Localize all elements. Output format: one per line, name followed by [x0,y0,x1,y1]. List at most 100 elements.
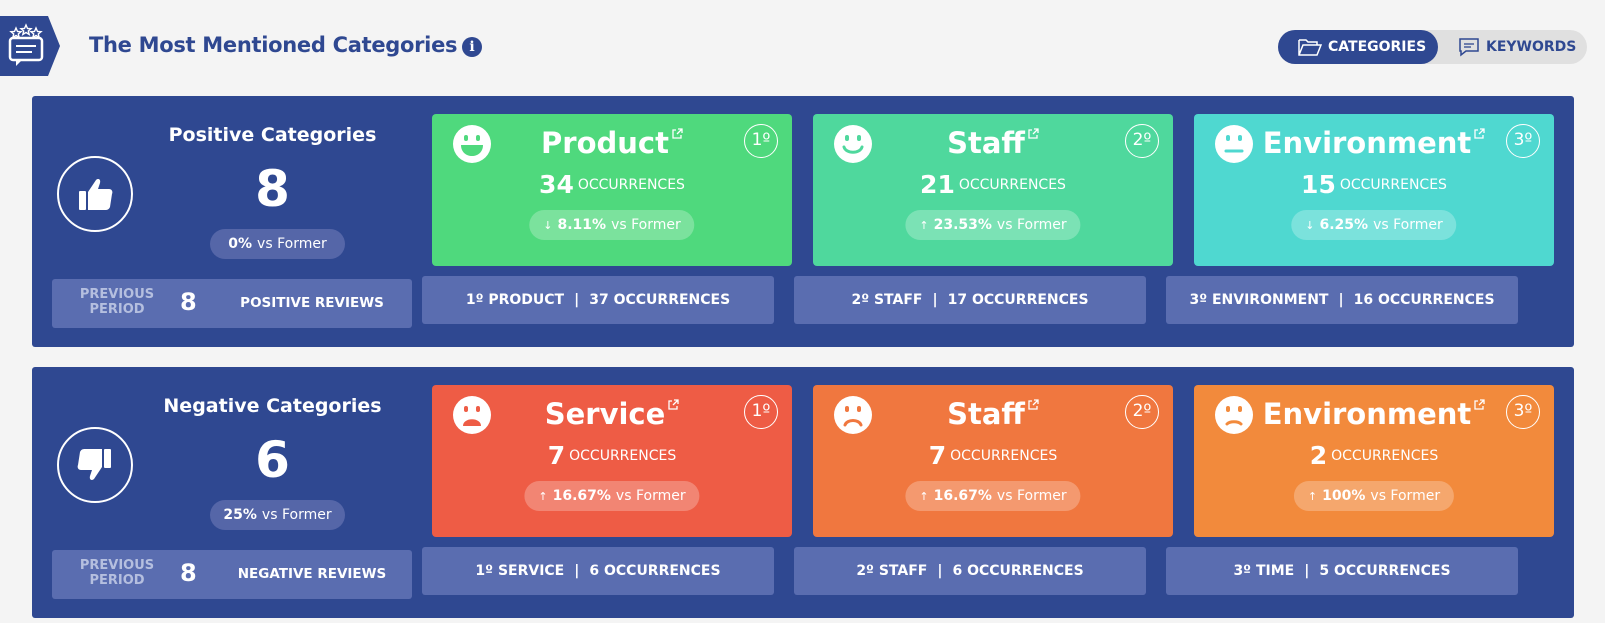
occurrences: 15 OCCURRENCES [1194,170,1554,199]
positive-categories-panel: Positive Categories 8 0% vs Former PREVI… [32,96,1574,347]
positive-change-suffix: vs Former [257,236,327,252]
occurrences-label: OCCURRENCES [1331,447,1439,464]
delta-badge: ↑ 23.53% vs Former [905,210,1081,240]
delta-badge: ↑ 16.67% vs Former [905,481,1081,511]
rank-badge: 1º [744,124,778,158]
category-name: Staff [947,397,1025,431]
category-card-staff[interactable]: Staff 2º 7 OCCURRENCES ↑ 16.67% vs Former [813,385,1173,537]
negative-change-value: 25% [223,507,257,523]
external-link-icon[interactable] [1027,399,1039,411]
occurrences-count: 7 [547,441,566,470]
delta-suffix: vs Former [615,488,686,504]
external-link-icon[interactable] [667,399,679,411]
delta-suffix: vs Former [996,217,1067,233]
occurrences-count: 2 [1309,441,1328,470]
rank-badge: 1º [744,395,778,429]
categories-toggle-label: CATEGORIES [1328,39,1427,55]
slight-frown-icon [1215,396,1253,434]
delta-suffix: vs Former [1370,488,1441,504]
page-header: The Most Mentioned Categories i CATEGORI… [0,16,1605,76]
delta-value: 23.53% [933,217,992,233]
previous-rank-service: 1º SERVICE | 6 OCCURRENCES [422,547,774,595]
rank-badge: 2º [1125,124,1159,158]
page-title: The Most Mentioned Categories [89,33,458,57]
external-link-icon[interactable] [1027,128,1039,140]
category-name: Product [541,126,669,160]
grin-icon [453,125,491,163]
occurrences-label: OCCURRENCES [950,447,1058,464]
delta-badge: ↑ 16.67% vs Former [524,481,700,511]
occurrences: 7 OCCURRENCES [813,441,1173,470]
previous-period-label: PREVIOUS PERIOD [79,558,155,588]
categories-toggle-button[interactable]: CATEGORIES [1278,30,1438,64]
sad-face-icon [834,396,872,434]
negative-summary-title: Negative Categories [163,395,382,417]
occurrences-label: OCCURRENCES [577,176,685,193]
arrow-up-icon: ↑ [919,218,929,232]
negative-summary-count: 6 [255,431,290,489]
previous-rank-time: 3º TIME | 5 OCCURRENCES [1166,547,1518,595]
negative-change-suffix: vs Former [261,507,332,523]
previous-rank-staff: 2º STAFF | 6 OCCURRENCES [794,547,1146,595]
delta-badge: ↓ 8.11% vs Former [529,210,695,240]
occurrences-count: 34 [539,170,574,199]
category-card-staff[interactable]: Staff 2º 21 OCCURRENCES ↑ 23.53% vs Former [813,114,1173,266]
previous-rank-environment: 3º ENVIRONMENT | 16 OCCURRENCES [1166,276,1518,324]
external-link-icon[interactable] [671,128,683,140]
external-link-icon[interactable] [1473,128,1485,140]
category-name: Service [544,397,666,431]
previous-period-value: 8 [180,559,197,587]
category-card-environment[interactable]: Environment 3º 15 OCCURRENCES ↓ 6.25% vs Fo… [1194,114,1554,266]
occurrences-count: 7 [928,441,947,470]
arrow-up-icon: ↑ [1307,489,1318,503]
occurrences-label: OCCURRENCES [1339,176,1447,193]
negative-previous-period: PREVIOUS PERIOD 8 NEGATIVE REVIEWS [52,550,412,599]
previous-period-label: PREVIOUS PERIOD [79,287,155,317]
occurrences-label: OCCURRENCES [958,176,1066,193]
occurrences: 2 OCCURRENCES [1194,441,1554,470]
positive-summary-count: 8 [255,160,290,218]
info-icon[interactable]: i [462,37,482,57]
positive-change-value: 0% [228,236,253,252]
comment-icon [1459,38,1479,57]
delta-value: 6.25% [1319,217,1369,233]
category-card-service[interactable]: Service 1º 7 OCCURRENCES ↑ 16.67% vs Former [432,385,792,537]
delta-value: 8.11% [557,217,607,233]
arrow-up-icon: ↑ [538,489,548,503]
delta-badge: ↑ 100% vs Former [1293,481,1455,511]
category-name: Environment [1262,126,1472,160]
category-name: Environment [1262,397,1472,431]
occurrences: 7 OCCURRENCES [432,441,792,470]
keywords-toggle-button[interactable]: KEYWORDS [1450,30,1587,64]
thumbs-down-icon [57,427,133,503]
negative-change-badge: 25% vs Former [210,500,345,530]
rank-badge: 2º [1125,395,1159,429]
previous-rank-staff: 2º STAFF | 17 OCCURRENCES [794,276,1146,324]
neutral-face-icon [1215,125,1253,163]
rank-badge: 3º [1506,124,1540,158]
review-stars-icon [0,16,60,76]
delta-badge: ↓ 6.25% vs Former [1291,210,1457,240]
delta-suffix: vs Former [1373,217,1443,233]
occurrences-count: 15 [1301,170,1336,199]
arrow-up-icon: ↑ [919,489,929,503]
occurrences-count: 21 [920,170,955,199]
folder-icon [1298,39,1322,56]
external-link-icon[interactable] [1473,399,1485,411]
smile-icon [834,125,872,163]
category-name: Staff [947,126,1025,160]
occurrences: 34 OCCURRENCES [432,170,792,199]
delta-suffix: vs Former [996,488,1067,504]
category-card-environment[interactable]: Environment 3º 2 OCCURRENCES ↑ 100% vs Form… [1194,385,1554,537]
category-card-product[interactable]: Product 1º 34 OCCURRENCES ↓ 8.11% vs Former [432,114,792,266]
very-sad-face-icon [453,396,491,434]
positive-previous-period: PREVIOUS PERIOD 8 POSITIVE REVIEWS [52,279,412,328]
view-toggle: CATEGORIES KEYWORDS [1278,30,1587,64]
negative-categories-panel: Negative Categories 6 25% vs Former PREV… [32,367,1574,618]
delta-value: 16.67% [933,488,992,504]
thumbs-up-icon [57,156,133,232]
positive-change-badge: 0% vs Former [210,229,345,259]
arrow-down-icon: ↓ [1305,218,1315,232]
occurrences-label: OCCURRENCES [569,447,677,464]
delta-suffix: vs Former [611,217,681,233]
